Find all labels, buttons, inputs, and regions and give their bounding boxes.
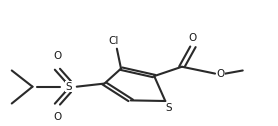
Text: Cl: Cl: [108, 36, 119, 46]
Text: O: O: [217, 69, 225, 79]
Text: O: O: [53, 51, 61, 61]
Text: O: O: [53, 112, 61, 122]
Text: S: S: [65, 82, 72, 92]
Text: O: O: [189, 33, 197, 43]
Text: S: S: [165, 103, 172, 113]
